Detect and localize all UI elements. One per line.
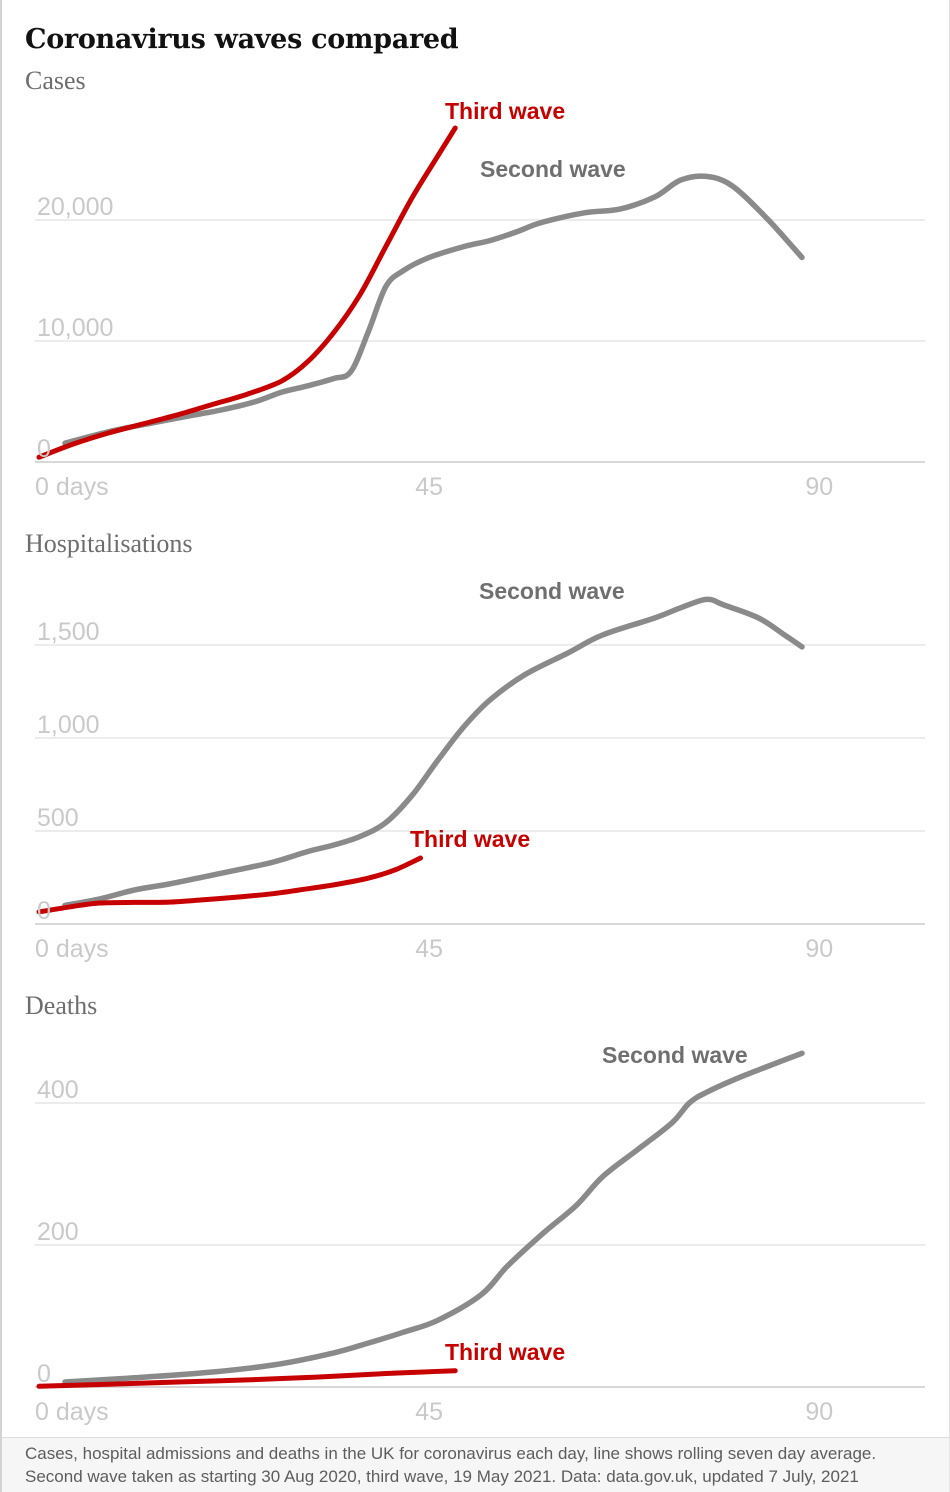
y-axis-tick-label: 1,000 bbox=[37, 711, 100, 739]
footer-note: Cases, hospital admissions and deaths in… bbox=[2, 1437, 949, 1492]
chart-section-title: Hospitalisations bbox=[25, 529, 193, 558]
x-axis-tick-label: 45 bbox=[415, 1398, 444, 1426]
third-wave-deaths-line bbox=[36, 1368, 458, 1389]
x-axis-tick-label: 90 bbox=[805, 473, 834, 501]
y-axis-tick-label: 0 bbox=[37, 897, 51, 925]
x-axis-tick-label: 0 days bbox=[35, 473, 109, 501]
x-axis-tick-label: 90 bbox=[805, 1398, 834, 1426]
x-axis-tick-label: 45 bbox=[415, 935, 444, 963]
y-axis-tick-label: 20,000 bbox=[37, 193, 114, 221]
x-axis-tick-label: 0 days bbox=[35, 935, 109, 963]
x-axis-tick-label: 45 bbox=[415, 473, 444, 501]
second-wave-deaths-line bbox=[62, 1050, 805, 1385]
y-axis-tick-label: 400 bbox=[37, 1076, 79, 1104]
chart-section-title: Deaths bbox=[25, 991, 98, 1020]
third-wave-hospitalisations-line bbox=[36, 855, 423, 915]
x-axis-tick-label: 0 days bbox=[35, 1398, 109, 1426]
second-wave-deaths-label: Second wave bbox=[602, 1042, 748, 1068]
second-wave-hospitalisations-line bbox=[62, 596, 805, 909]
y-axis-tick-label: 10,000 bbox=[37, 314, 114, 342]
second-wave-hospitalisations-label: Second wave bbox=[479, 578, 625, 604]
y-axis-tick-label: 500 bbox=[37, 804, 79, 832]
y-axis-tick-label: 200 bbox=[37, 1218, 79, 1246]
third-wave-cases-line bbox=[36, 125, 458, 460]
y-axis-tick-label: 0 bbox=[37, 435, 51, 463]
x-axis-tick-label: 90 bbox=[805, 935, 834, 963]
third-wave-hospitalisations-label: Third wave bbox=[410, 826, 531, 852]
page-title: Coronavirus waves compared bbox=[25, 24, 459, 56]
chart-section-title: Cases bbox=[25, 66, 86, 95]
second-wave-cases-label: Second wave bbox=[480, 156, 626, 182]
third-wave-cases-label: Third wave bbox=[445, 98, 566, 124]
y-axis-tick-label: 1,500 bbox=[37, 618, 100, 646]
footer-line-2: Second wave taken as starting 30 Aug 202… bbox=[25, 1467, 859, 1486]
footer-line-1: Cases, hospital admissions and deaths in… bbox=[25, 1444, 877, 1463]
second-wave-cases-line bbox=[62, 173, 805, 446]
third-wave-deaths-label: Third wave bbox=[445, 1339, 566, 1365]
y-axis-tick-label: 0 bbox=[37, 1360, 51, 1388]
